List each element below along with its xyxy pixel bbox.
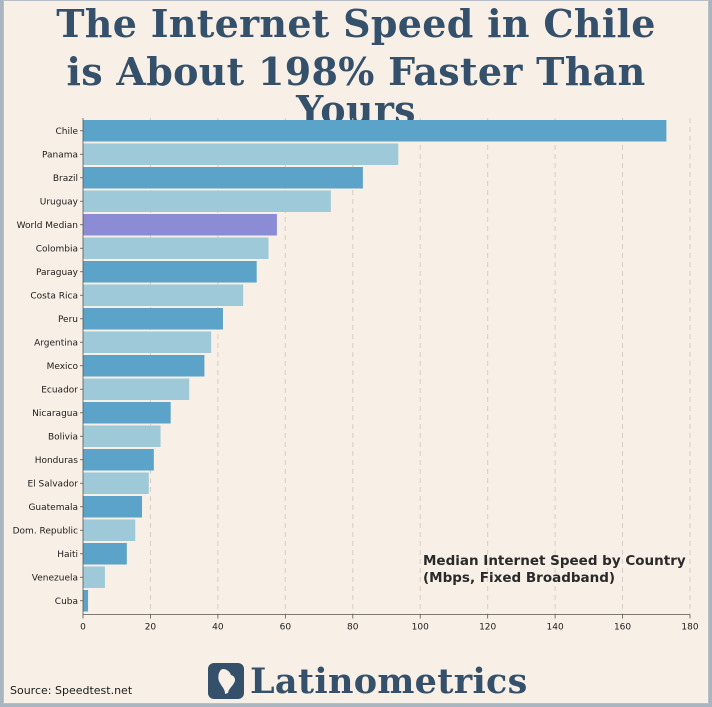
category-label: World Median — [17, 221, 78, 231]
bar-ecuador — [83, 378, 190, 400]
x-tick-label: 120 — [479, 623, 496, 633]
x-tick-label: 160 — [614, 623, 631, 633]
x-tick-label: 140 — [547, 623, 564, 633]
source-note: Source: Speedtest.net — [10, 684, 133, 697]
bar-chart: Chile Panama Brazil Uruguay World Median Colo… — [13, 118, 699, 633]
category-label: Honduras — [35, 456, 79, 466]
bar-nicaragua — [83, 402, 171, 424]
category-label: Peru — [58, 315, 78, 325]
x-tick-label: 40 — [212, 623, 224, 633]
bar-panama — [83, 143, 399, 165]
category-label: Brazil — [53, 174, 78, 184]
infographic-card: The Internet Speed in Chile is About 198… — [3, 0, 709, 704]
chart-annotation: Median Internet Speed by Country (Mbps, … — [423, 553, 686, 587]
latinometrics-logo-icon — [208, 663, 244, 699]
bar-honduras — [83, 449, 154, 471]
category-label: Colombia — [36, 244, 78, 254]
bar-peru — [83, 308, 223, 330]
category-label: Argentina — [34, 338, 78, 348]
category-label: Costa Rica — [30, 291, 78, 301]
category-label: Uruguay — [40, 197, 79, 207]
category-label: Cuba — [55, 597, 78, 607]
category-label: Paraguay — [36, 268, 79, 278]
bar-haiti — [83, 543, 127, 565]
x-tick-label: 0 — [80, 623, 86, 633]
annotation-line-1: Median Internet Speed by Country — [423, 553, 686, 569]
bar-paraguay — [83, 261, 257, 283]
bar-uruguay — [83, 190, 331, 212]
bar-dom-republic — [83, 519, 136, 541]
bar-el-salvador — [83, 472, 149, 494]
x-tick-label: 180 — [681, 623, 698, 633]
x-tick-label: 80 — [347, 623, 359, 633]
bar-brazil — [83, 167, 363, 189]
category-label: Bolivia — [48, 432, 78, 442]
bar-guatemala — [83, 496, 143, 518]
brand-name: Latinometrics — [250, 660, 528, 702]
bar-chile — [83, 120, 667, 142]
category-label: Venezuela — [32, 573, 78, 583]
x-tick-label: 100 — [412, 623, 429, 633]
category-label: Nicaragua — [32, 409, 78, 419]
x-tick-label: 60 — [280, 623, 292, 633]
bar-cuba — [83, 590, 89, 612]
category-label: Guatemala — [28, 503, 78, 513]
category-label: Chile — [55, 127, 78, 137]
headline-line-1: The Internet Speed in Chile — [56, 1, 656, 46]
bar-bolivia — [83, 425, 161, 447]
bar-world-median — [83, 214, 277, 236]
bar-costa-rica — [83, 284, 244, 306]
bar-mexico — [83, 355, 205, 377]
bar-venezuela — [83, 566, 105, 588]
category-label: Panama — [42, 150, 78, 160]
category-label: Mexico — [47, 362, 79, 372]
x-tick-label: 20 — [145, 623, 157, 633]
brand-block: Latinometrics — [208, 660, 528, 702]
headline-line-2: is About 198% Faster Than Yours — [66, 49, 646, 132]
bar-argentina — [83, 331, 212, 353]
category-label: Haiti — [57, 550, 78, 560]
bar-colombia — [83, 237, 269, 259]
category-label: El Salvador — [27, 479, 78, 489]
category-label: Ecuador — [41, 385, 78, 395]
annotation-line-2: (Mbps, Fixed Broadband) — [423, 570, 616, 586]
category-label: Dom. Republic — [13, 526, 78, 536]
